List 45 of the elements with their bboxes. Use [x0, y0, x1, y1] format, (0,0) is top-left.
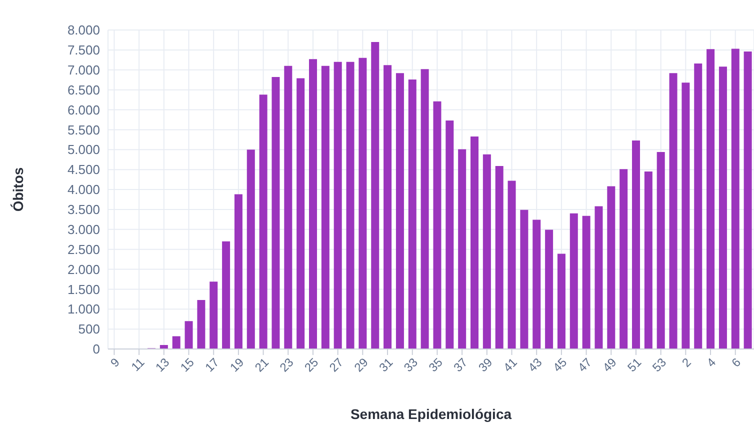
x-tick-label: 4	[704, 355, 719, 370]
y-tick-label: 7.000	[67, 62, 100, 78]
x-tick-label: 19	[227, 355, 247, 375]
x-tick-label: 21	[252, 355, 272, 375]
y-tick-label: 5.000	[67, 142, 100, 158]
x-tick-label: 49	[600, 355, 620, 375]
x-tick-label: 13	[152, 355, 172, 375]
y-tick-label: 0	[92, 342, 100, 357]
x-tick-label: 31	[376, 355, 396, 375]
x-tick-label: 9	[108, 355, 123, 370]
x-tick-label: 2	[679, 355, 694, 370]
x-tick-label: 15	[178, 355, 198, 375]
x-tick-label: 47	[575, 355, 595, 375]
y-tick-label: 2.000	[67, 262, 100, 277]
y-tick-label: 8.000	[67, 22, 100, 38]
x-tick-label: 35	[426, 355, 446, 375]
x-tick-label: 37	[450, 355, 470, 375]
x-tick-label: 51	[624, 355, 644, 375]
y-tick-label: 500	[78, 322, 100, 337]
x-tick-label: 39	[476, 355, 496, 375]
x-tick-label: 23	[276, 355, 297, 375]
y-tick-label: 6.000	[67, 102, 100, 118]
y-tick-label: 1.000	[67, 302, 100, 317]
x-tick-label: 41	[500, 355, 520, 375]
x-tick-label: 27	[326, 355, 346, 375]
x-tick-label: 25	[302, 355, 322, 375]
y-tick-label: 1.500	[67, 282, 100, 297]
x-tick-label: 43	[525, 355, 545, 375]
y-tick-label: 5.500	[67, 122, 100, 138]
x-tick-label: 33	[401, 355, 421, 375]
y-tick-label: 6.500	[67, 82, 100, 98]
x-axis-title: Semana Epidemiológica	[350, 406, 512, 422]
x-tick-label: 17	[202, 355, 222, 375]
x-tick-label: 11	[128, 355, 148, 374]
y-tick-label: 7.500	[67, 42, 100, 58]
x-tick-label: 53	[650, 355, 670, 375]
y-tick-label: 4.000	[67, 182, 100, 198]
y-axis-title: Óbitos	[10, 167, 26, 212]
y-tick-label: 3.000	[67, 222, 100, 237]
x-tick-label: 29	[351, 355, 372, 375]
x-tick-label: 45	[550, 355, 570, 375]
y-tick-label: 2.500	[67, 242, 100, 257]
y-tick-label: 4.500	[67, 162, 100, 178]
x-tick-label: 6	[728, 355, 744, 370]
y-tick-label: 3.500	[67, 202, 100, 218]
